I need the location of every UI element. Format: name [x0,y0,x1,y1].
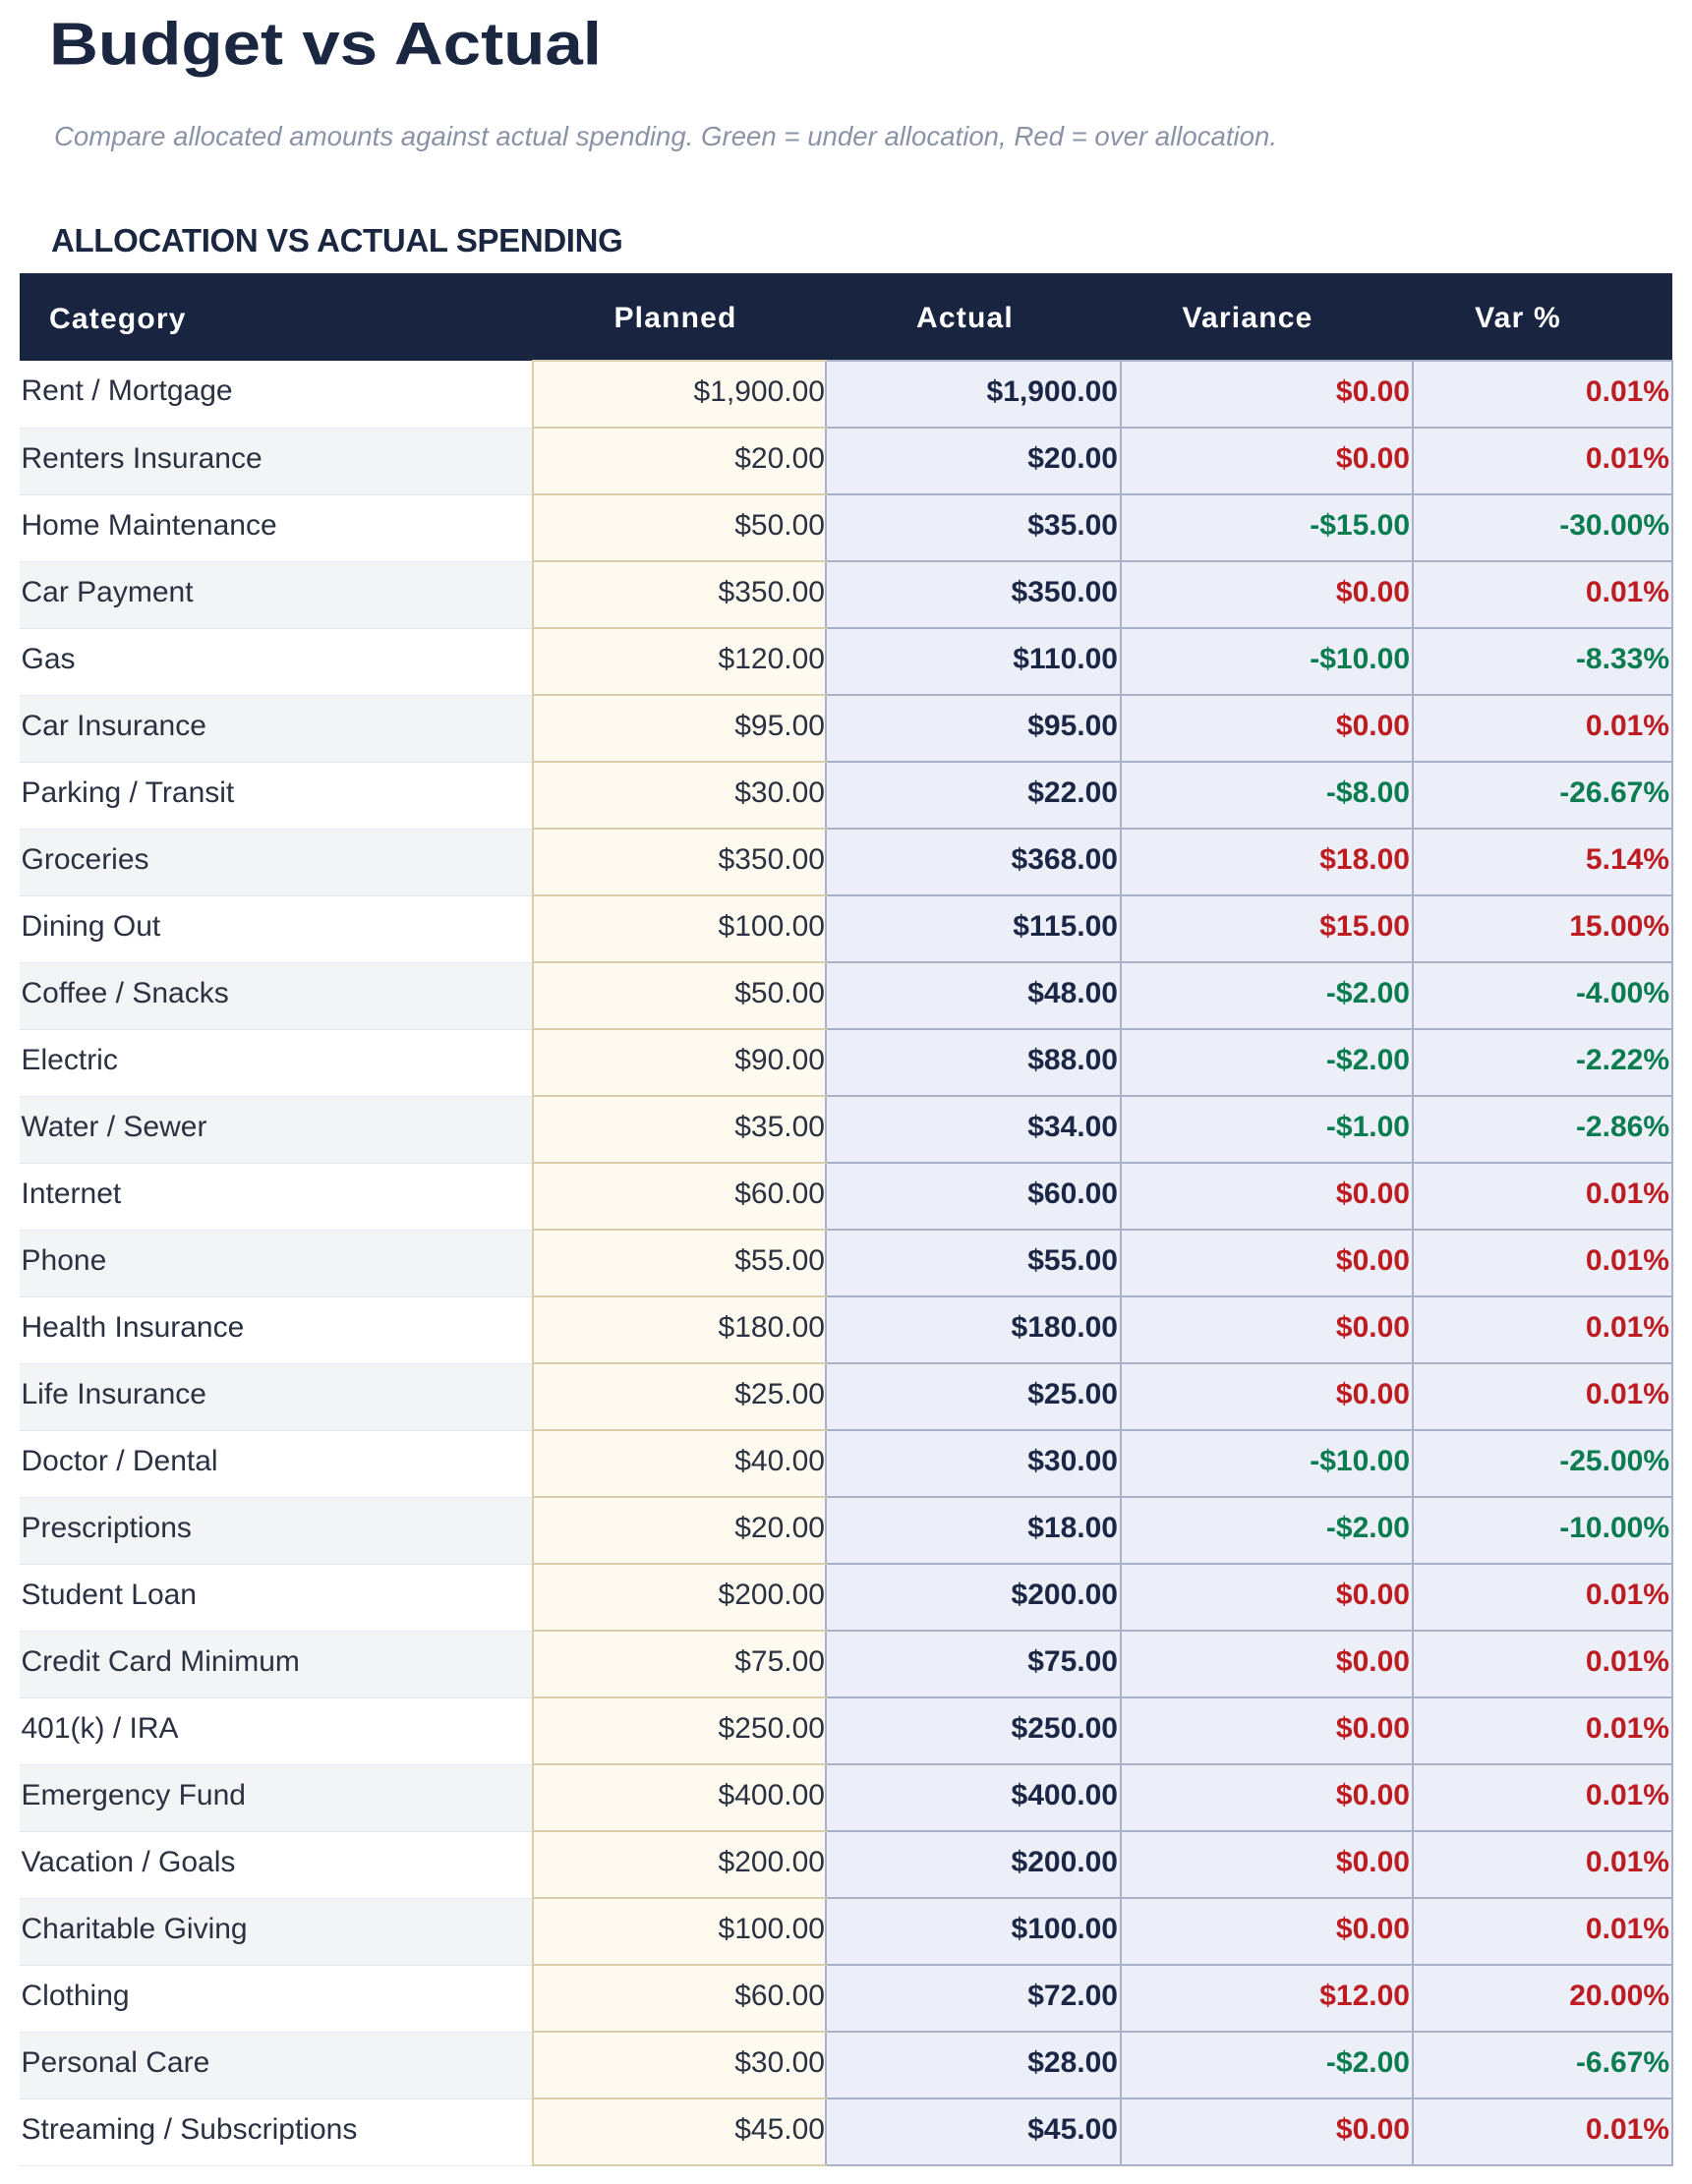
svg-text:Budget vs Actual: Budget vs Actual [49,11,602,78]
